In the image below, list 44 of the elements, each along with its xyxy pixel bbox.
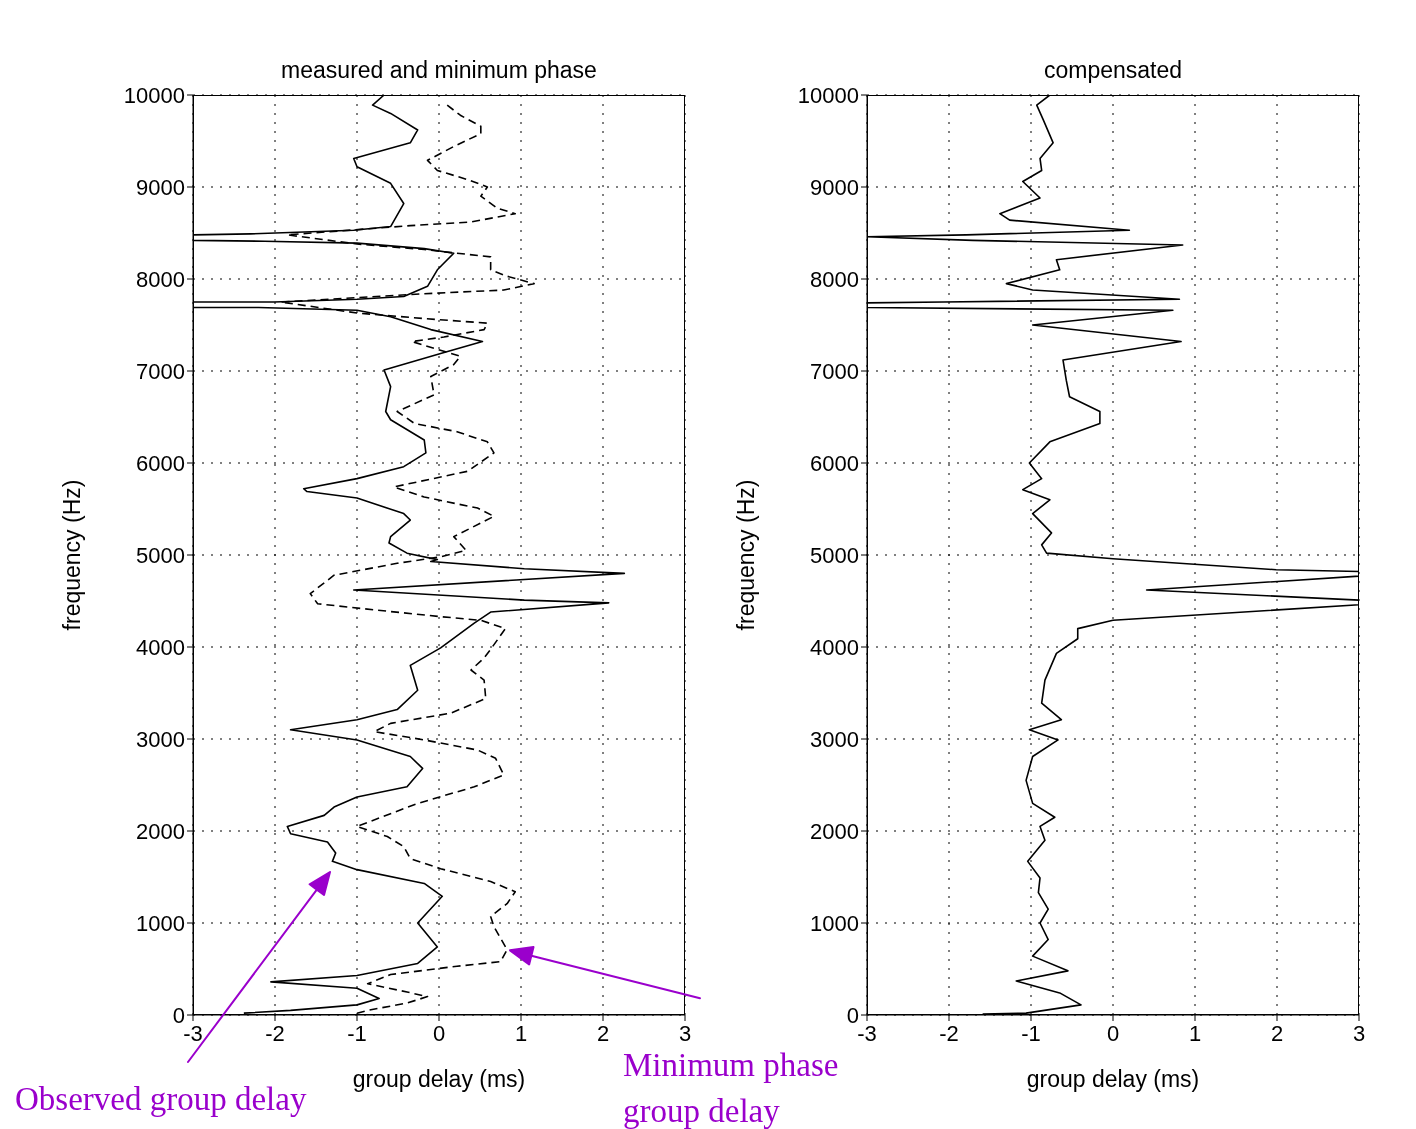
x-tick-label: 0 [1106, 1020, 1120, 1046]
y-tick-label: 10000 [123, 82, 185, 108]
y-tick-label: 10000 [797, 82, 859, 108]
y-tick-label: 9000 [136, 174, 185, 200]
x-tick-label: 0 [432, 1020, 446, 1046]
x-tick-label: -2 [939, 1020, 959, 1046]
y-tick-label: 1000 [136, 910, 185, 936]
y-tick-label: 3000 [136, 726, 185, 752]
x-tick-label: -1 [1021, 1020, 1041, 1046]
y-tick-label: 1000 [810, 910, 859, 936]
y-tick-label: 4000 [136, 634, 185, 660]
x-tick-label: 3 [1352, 1020, 1366, 1046]
y-axis-title: frequency (Hz) [59, 478, 86, 633]
x-tick-label: -1 [347, 1020, 367, 1046]
x-tick-label: 2 [1270, 1020, 1284, 1046]
x-tick-label: -3 [183, 1020, 203, 1046]
y-tick-label: 8000 [136, 266, 185, 292]
y-axis-title: frequency (Hz) [733, 478, 760, 633]
x-axis-title: group delay (ms) [352, 1066, 526, 1092]
y-tick-label: 4000 [810, 634, 859, 660]
y-tick-label: 5000 [136, 542, 185, 568]
y-tick-label: 7000 [810, 358, 859, 384]
x-tick-label: 3 [678, 1020, 692, 1046]
x-tick-label: 1 [514, 1020, 528, 1046]
y-tick-label: 2000 [136, 818, 185, 844]
text: Observed group delay [15, 1081, 307, 1117]
y-tick-label: 7000 [136, 358, 185, 384]
y-tick-label: 9000 [810, 174, 859, 200]
y-tick-label: 0 [172, 1002, 185, 1028]
y-tick-label: 0 [846, 1002, 859, 1028]
y-tick-label: 2000 [810, 818, 859, 844]
chart-title: compensated [1042, 57, 1184, 84]
y-tick-label: 3000 [810, 726, 859, 752]
chart-title: measured and minimum phase [280, 57, 598, 84]
x-tick-label: 1 [1188, 1020, 1202, 1046]
y-tick-label: 8000 [810, 266, 859, 292]
x-axis-title: group delay (ms) [1026, 1066, 1200, 1092]
x-tick-label: -3 [857, 1020, 877, 1046]
x-tick-label: -2 [265, 1020, 285, 1046]
y-tick-label: 6000 [810, 450, 859, 476]
y-tick-label: 6000 [136, 450, 185, 476]
text: Minimum phase group delay [623, 1047, 839, 1129]
y-tick-label: 5000 [810, 542, 859, 568]
x-tick-label: 2 [596, 1020, 610, 1046]
